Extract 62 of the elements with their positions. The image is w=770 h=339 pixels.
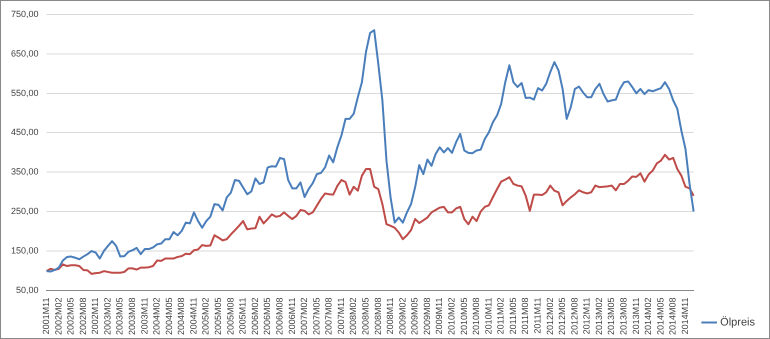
- x-tick-label: 2006M08: [274, 297, 284, 335]
- x-tick-label: 2012M11: [582, 297, 592, 334]
- x-tick-label: 2010M11: [483, 297, 494, 334]
- x-tick-label: 2010M05: [458, 297, 469, 335]
- x-tick-label: 2009M08: [422, 297, 432, 335]
- x-tick-label: 2004M02: [152, 297, 162, 335]
- y-tick-label: 450,00: [10, 127, 39, 138]
- x-tick-label: 2012M08: [569, 297, 580, 335]
- x-tick-label: 2003M08: [127, 297, 138, 335]
- x-tick-label: 2003M05: [114, 297, 125, 335]
- y-tick-label: 650,00: [10, 48, 39, 58]
- x-tick-label: 2007M02: [299, 297, 310, 335]
- x-tick-label: 2006M02: [250, 297, 260, 335]
- x-tick-label: 2009M05: [410, 297, 420, 335]
- y-tick-label: 350,00: [10, 166, 39, 177]
- x-tick-label: 2013M02: [594, 297, 604, 335]
- y-tick-label: 750,00: [10, 8, 39, 19]
- x-tick-label: 2004M11: [188, 297, 198, 334]
- x-tick-label: 2005M02: [200, 297, 211, 335]
- x-tick-label: 2013M05: [606, 297, 616, 335]
- x-tick-label: 2011M11: [532, 297, 543, 334]
- x-tick-label: 2005M05: [213, 297, 224, 335]
- x-tick-label: 2009M11: [434, 297, 444, 334]
- x-tick-label: 2014M02: [643, 297, 654, 335]
- x-tick-label: 2011M05: [508, 297, 518, 334]
- x-tick-label: 2014M05: [655, 297, 666, 335]
- x-tick-label: 2007M11: [336, 297, 346, 334]
- y-tick-label: 50,00: [16, 284, 39, 295]
- x-tick-label: 2007M08: [324, 297, 334, 335]
- x-tick-label: 2010M08: [471, 297, 482, 335]
- x-tick-label: 2004M05: [164, 297, 174, 335]
- x-tick-label: 2003M11: [139, 297, 150, 334]
- x-tick-label: 2008M08: [372, 297, 383, 335]
- x-tick-label: 2008M11: [385, 297, 396, 334]
- x-tick-label: 2013M08: [618, 297, 629, 335]
- x-tick-label: 2003M02: [102, 297, 112, 335]
- y-tick-label: 550,00: [10, 88, 39, 98]
- x-tick-label: 2001M11: [41, 297, 52, 334]
- x-tick-label: 2002M11: [90, 297, 100, 334]
- legend-label: Ölpreis: [720, 316, 756, 329]
- x-tick-label: 2002M05: [66, 297, 76, 335]
- x-tick-label: 2002M08: [78, 297, 88, 335]
- x-tick-label: 2009M02: [397, 297, 408, 335]
- x-tick-label: 2006M05: [262, 297, 272, 335]
- x-tick-label: 2012M05: [557, 297, 568, 335]
- x-tick-label: 2014M08: [668, 297, 678, 335]
- x-tick-label: 2011M08: [520, 297, 530, 334]
- x-tick-label: 2005M11: [238, 297, 248, 334]
- x-tick-label: 2006M11: [286, 297, 297, 334]
- y-tick-label: 250,00: [10, 206, 39, 216]
- x-tick-label: 2008M02: [348, 297, 358, 335]
- x-tick-label: 2005M08: [225, 297, 236, 335]
- x-tick-label: 2014M11: [680, 297, 690, 334]
- x-tick-label: 2002M02: [53, 297, 64, 335]
- y-tick-label: 150,00: [10, 246, 39, 256]
- x-tick-label: 2008M05: [360, 297, 370, 335]
- x-tick-label: 2012M02: [544, 297, 555, 335]
- x-tick-label: 2010M02: [446, 297, 456, 335]
- x-tick-label: 2004M08: [176, 297, 186, 335]
- x-tick-label: 2007M05: [311, 297, 322, 335]
- x-tick-label: 2011M02: [496, 297, 506, 334]
- x-tick-label: 2013M11: [630, 297, 641, 334]
